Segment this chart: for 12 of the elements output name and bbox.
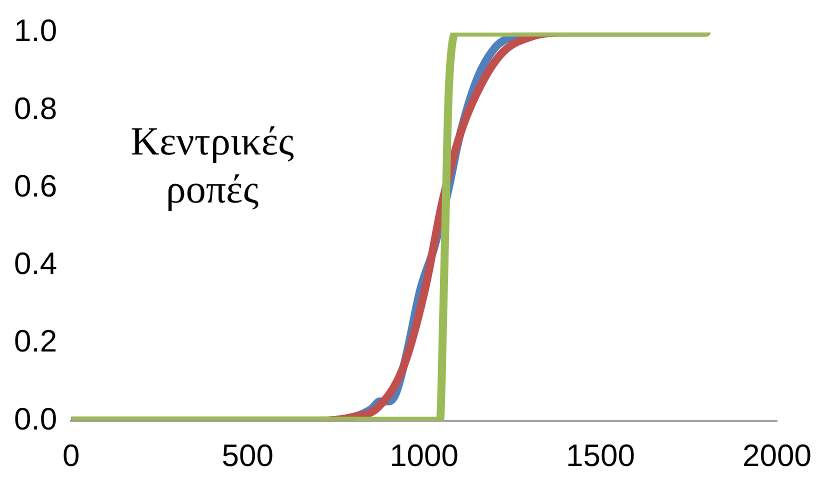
y-tick-label: 0.0 [14,401,58,436]
x-tick-label: 1000 [390,438,459,473]
y-tick-label: 0.4 [14,246,58,282]
x-tick-label: 1500 [566,438,636,473]
y-tick-label: 1.0 [14,13,58,48]
y-tick-label: 0.8 [14,90,58,126]
y-tick-label: 0.2 [14,324,58,359]
x-tick-label: 0 [62,438,80,473]
x-tick-label: 500 [222,438,274,473]
y-tick-label: 0.6 [14,168,58,204]
annotation: Κεντρικές ροπές [130,118,294,212]
x-tick-label: 2000 [742,438,812,473]
